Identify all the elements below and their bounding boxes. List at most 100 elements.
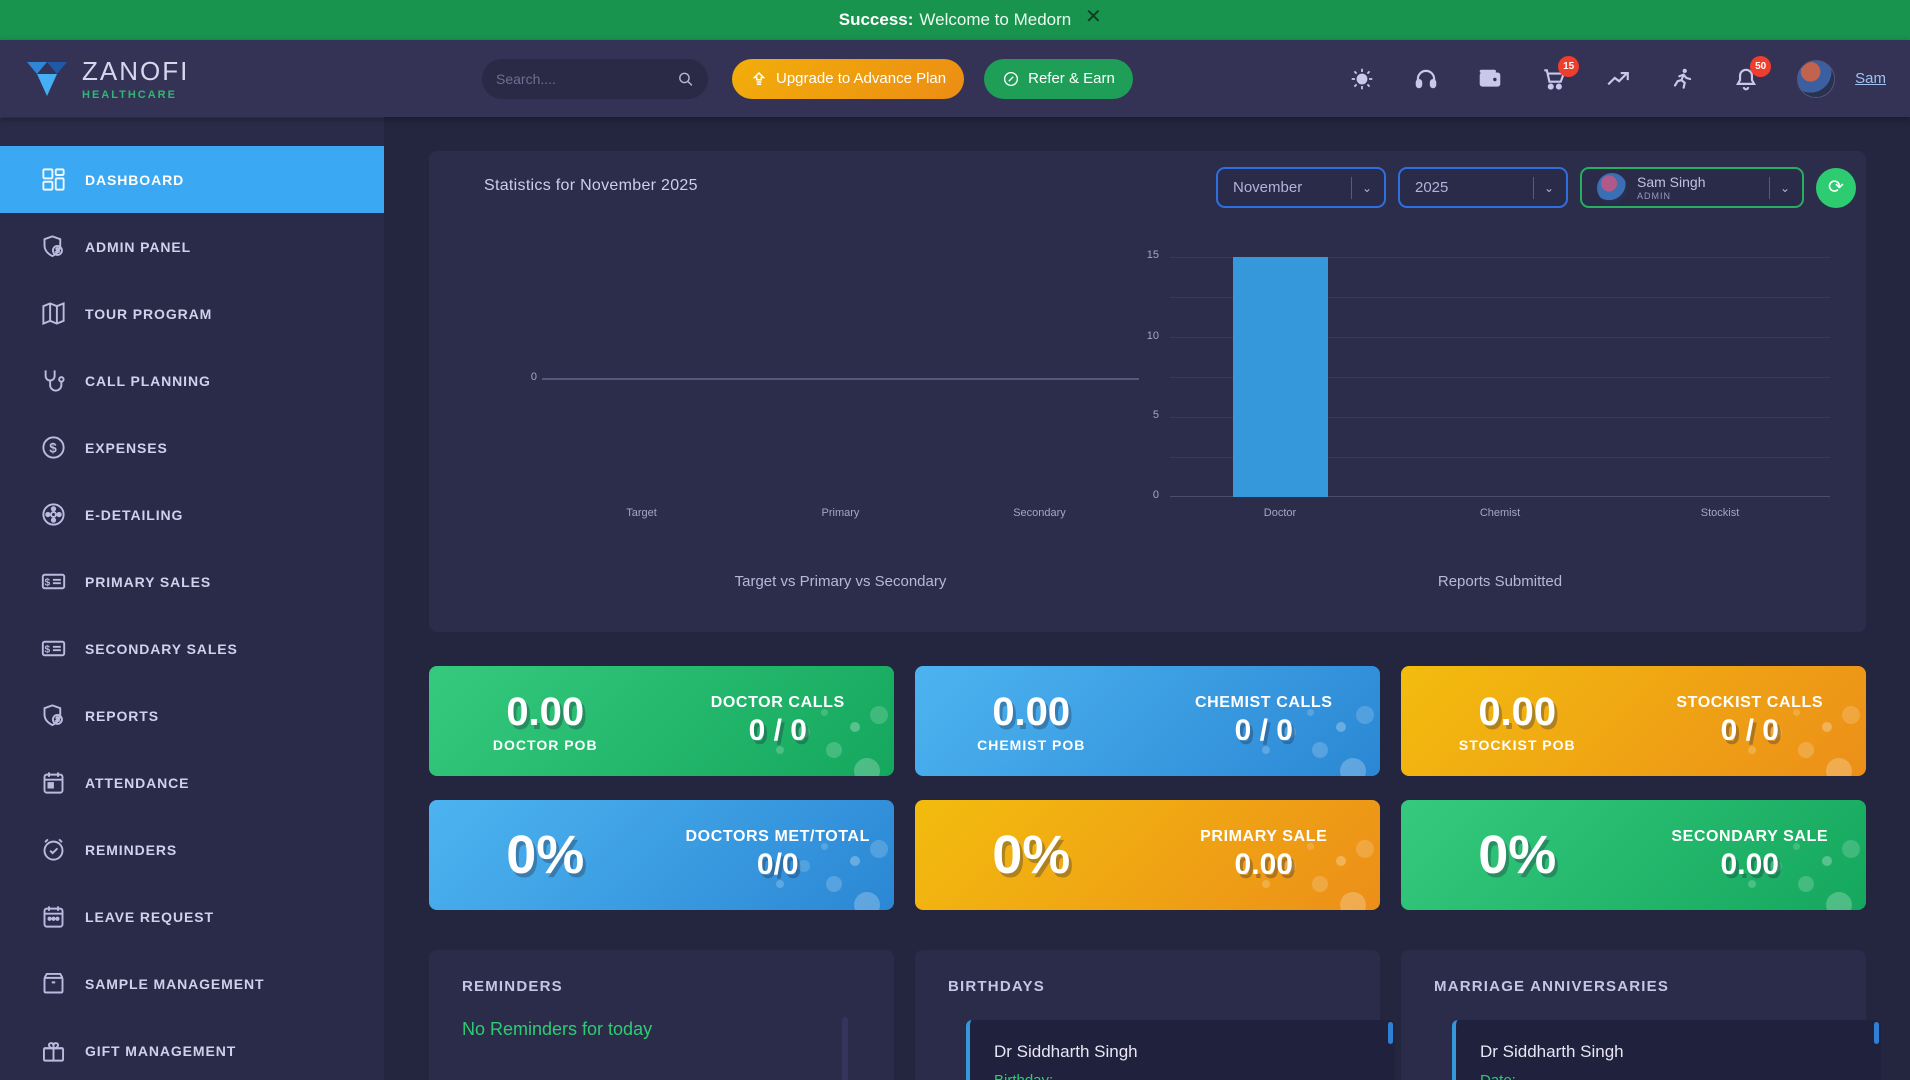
sidebar-item-primary-sales[interactable]: $ PRIMARY SALES <box>0 548 384 615</box>
card-side-label: DOCTORS MET/TOTAL <box>685 828 870 845</box>
sidebar-item-call-planning[interactable]: CALL PLANNING <box>0 347 384 414</box>
stockist-calls-card: 0.00 STOCKIST POB STOCKIST CALLS 0 / 0 <box>1401 666 1866 776</box>
sidebar-item-secondary-sales[interactable]: $ SECONDARY SALES <box>0 615 384 682</box>
card-side-label: STOCKIST CALLS <box>1676 694 1824 711</box>
e-detailing-icon <box>42 503 65 526</box>
user-dropdown-name: Sam Singh <box>1637 174 1706 191</box>
sidebar-item-dashboard[interactable]: DASHBOARD <box>0 146 384 213</box>
search-icon[interactable] <box>677 70 694 88</box>
brand-name: ZANOFI <box>82 56 190 86</box>
reminders-title: REMINDERS <box>462 978 563 995</box>
anniversaries-title: MARRIAGE ANNIVERSARIES <box>1434 978 1670 995</box>
year-dropdown[interactable]: 2025 ⌄ <box>1398 167 1568 208</box>
trending-icon[interactable] <box>1605 66 1631 92</box>
statistics-title: Statistics for November 2025 <box>484 177 698 194</box>
sidebar-item-label: REMINDERS <box>85 841 178 858</box>
activity-runner-icon[interactable] <box>1669 66 1695 92</box>
sidebar-item-e-detailing[interactable]: E-DETAILING <box>0 481 384 548</box>
scrollbar[interactable] <box>842 1017 848 1080</box>
bell-badge: 50 <box>1750 55 1772 77</box>
sidebar-item-label: CALL PLANNING <box>85 372 211 389</box>
secondary-sales-icon: $ <box>41 640 66 657</box>
sidebar-item-gift-management[interactable]: GIFT MANAGEMENT <box>0 1017 384 1080</box>
card-side-value: 0.00 <box>1234 848 1293 881</box>
scrollbar[interactable] <box>1388 1022 1393 1044</box>
card-big-value: 0.00 <box>1478 689 1557 734</box>
refer-earn-button[interactable]: Refer & Earn <box>984 58 1133 99</box>
theme-toggle-sun-icon[interactable] <box>1349 66 1375 92</box>
sidebar-item-sample-management[interactable]: SAMPLE MANAGEMENT <box>0 950 384 1017</box>
sidebar-item-label: E-DETAILING <box>85 506 184 523</box>
scrollbar[interactable] <box>1874 1022 1879 1044</box>
chart-bar[interactable] <box>1232 257 1328 497</box>
doctor-calls-card: 0.00 DOCTOR POB DOCTOR CALLS 0 / 0 <box>429 666 894 776</box>
anniversary-field-label: Date: <box>1480 1072 1881 1080</box>
refer-earn-icon <box>1004 71 1019 86</box>
birthday-list-item[interactable]: Dr Siddharth Singh Birthday: <box>966 1020 1395 1080</box>
reports-icon <box>43 704 63 727</box>
refresh-button[interactable]: ⟳ <box>1816 167 1856 208</box>
reminders-icon <box>43 838 64 861</box>
refresh-icon: ⟳ <box>1828 177 1844 198</box>
svg-text:$: $ <box>45 644 52 655</box>
left-chart-x-labels: Target Primary Secondary <box>542 507 1139 519</box>
svg-text:$: $ <box>45 577 52 588</box>
sidebar-item-label: EXPENSES <box>85 439 168 456</box>
reminders-empty-message: No Reminders for today <box>462 1019 653 1039</box>
bar-chart-title: Reports Submitted <box>1437 573 1563 590</box>
month-dropdown[interactable]: November ⌄ <box>1216 167 1386 208</box>
banner-close-icon[interactable]: ✕ <box>1085 6 1102 28</box>
sidebar-item-reports[interactable]: REPORTS <box>0 682 384 749</box>
card-side-value: 0 / 0 <box>1720 714 1779 747</box>
cart-badge: 15 <box>1558 55 1580 77</box>
sidebar-item-label: SAMPLE MANAGEMENT <box>85 975 265 992</box>
user-dropdown[interactable]: Sam Singh ADMIN ⌄ <box>1580 167 1804 208</box>
card-big-value: 0.00 <box>992 689 1071 734</box>
left-chart-title: Target vs Primary vs Secondary <box>734 573 947 590</box>
card-big-value: 0% <box>992 825 1071 885</box>
user-name-link[interactable]: Sam <box>1855 70 1886 87</box>
left-chart-ytick: 0 <box>530 371 537 383</box>
card-big-value: 0.00 <box>506 689 585 734</box>
primary-sale-card: 0% PRIMARY SALE 0.00 <box>915 800 1380 910</box>
card-side-label: CHEMIST CALLS <box>1194 694 1333 711</box>
brand[interactable]: ZANOFI HEALTHCARE <box>24 56 384 101</box>
gift-management-icon <box>42 1042 65 1062</box>
card-big-value: 0% <box>1478 825 1557 885</box>
sidebar-item-label: ADMIN PANEL <box>85 238 192 255</box>
card-big-label: DOCTOR POB <box>492 736 598 753</box>
sidebar-item-reminders[interactable]: REMINDERS <box>0 816 384 883</box>
anniversary-list-item[interactable]: Dr Siddharth Singh Date: <box>1452 1020 1881 1080</box>
refer-earn-label: Refer & Earn <box>1028 70 1115 87</box>
card-side-value: 0.00 <box>1720 848 1779 881</box>
notifications-bell-icon[interactable]: 50 <box>1733 55 1772 92</box>
sidebar-item-tour-program[interactable]: TOUR PROGRAM <box>0 280 384 347</box>
sidebar-item-attendance[interactable]: ATTENDANCE <box>0 749 384 816</box>
upgrade-button[interactable]: Upgrade to Advance Plan <box>732 58 965 99</box>
banner-status: Success: <box>838 10 914 29</box>
bar-chart-x-labels: Doctor Chemist Stockist <box>1170 507 1830 519</box>
sidebar-item-label: ATTENDANCE <box>85 774 190 791</box>
leave-request-icon <box>43 906 64 928</box>
search-input[interactable] <box>496 70 677 87</box>
birthdays-card: BIRTHDAYS Dr Siddharth Singh Birthday: <box>915 950 1395 1080</box>
search-box[interactable] <box>482 58 708 99</box>
sample-management-icon <box>43 972 64 994</box>
chemist-calls-card: 0.00 CHEMIST POB CHEMIST CALLS 0 / 0 <box>915 666 1380 776</box>
sidebar-item-label: TOUR PROGRAM <box>85 305 213 322</box>
app-header: ZANOFI HEALTHCARE Upgrade to Advance Pla… <box>0 40 1910 117</box>
user-avatar[interactable] <box>1797 59 1836 98</box>
support-headset-icon[interactable] <box>1413 66 1439 92</box>
card-side-label: SECONDARY SALE <box>1671 828 1829 845</box>
sidebar-item-expenses[interactable]: $ EXPENSES <box>0 414 384 481</box>
sidebar-item-admin-panel[interactable]: ADMIN PANEL <box>0 213 384 280</box>
wallet-icon[interactable] <box>1477 66 1503 92</box>
year-value: 2025 <box>1415 179 1449 196</box>
cart-icon[interactable]: 15 <box>1541 55 1580 92</box>
primary-sales-icon: $ <box>41 573 66 590</box>
y-tick: 0 <box>1152 489 1159 501</box>
card-big-value: 0% <box>506 825 585 885</box>
card-side-value: 0/0 <box>756 848 799 881</box>
sidebar-item-leave-request[interactable]: LEAVE REQUEST <box>0 883 384 950</box>
brand-tagline: HEALTHCARE <box>82 89 177 101</box>
